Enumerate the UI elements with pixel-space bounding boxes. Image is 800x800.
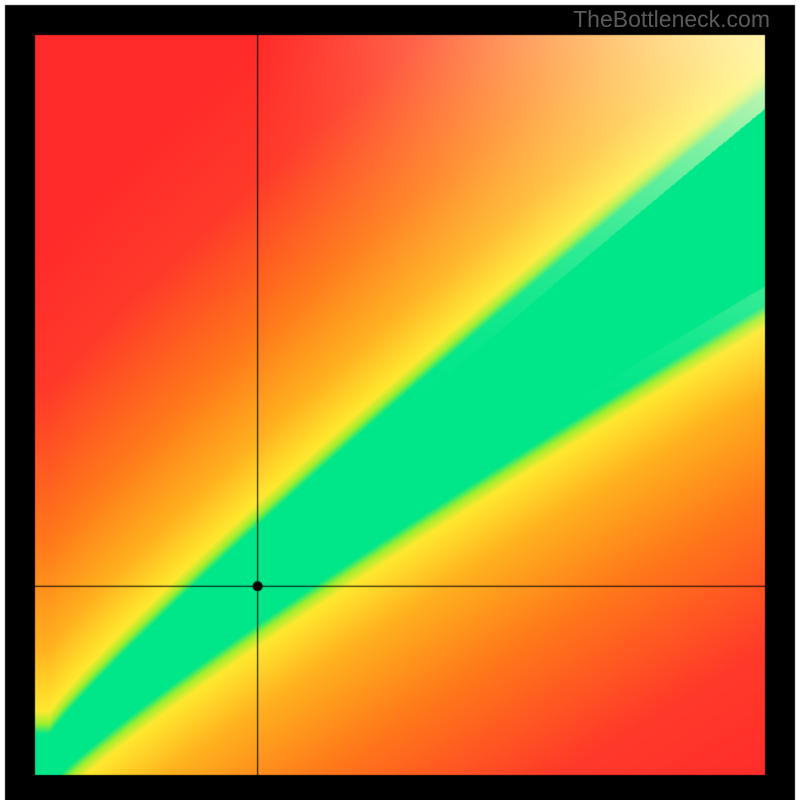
chart-container: TheBottleneck.com — [0, 0, 800, 800]
watermark-text: TheBottleneck.com — [573, 6, 770, 33]
heatmap-canvas — [0, 0, 800, 800]
